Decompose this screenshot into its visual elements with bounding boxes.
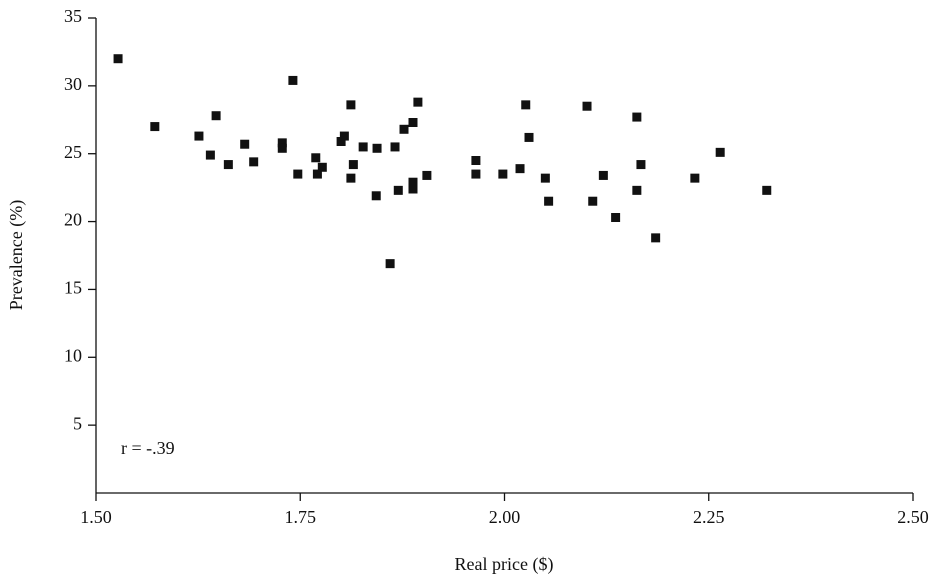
annotation: r = -.39 bbox=[121, 438, 175, 458]
point bbox=[339, 131, 349, 141]
point bbox=[277, 143, 287, 153]
y-axis-label: Prevalence (%) bbox=[6, 200, 27, 310]
x-tick-label: 1.75 bbox=[285, 507, 317, 527]
point bbox=[408, 118, 418, 127]
point bbox=[240, 139, 250, 149]
point bbox=[312, 169, 322, 179]
point bbox=[211, 111, 221, 121]
point bbox=[471, 169, 481, 179]
point bbox=[651, 233, 661, 243]
point bbox=[393, 185, 403, 195]
point bbox=[150, 122, 160, 132]
x-axis-label: Real price ($) bbox=[455, 554, 554, 575]
point bbox=[632, 185, 642, 195]
point bbox=[336, 137, 346, 146]
y-tick-label: 25 bbox=[64, 142, 82, 162]
point bbox=[311, 153, 321, 163]
point bbox=[348, 160, 358, 170]
point bbox=[588, 196, 598, 206]
point bbox=[715, 147, 725, 157]
point bbox=[408, 184, 418, 194]
y-tick-label: 5 bbox=[73, 413, 82, 433]
point bbox=[582, 101, 592, 111]
x-tick-label: 2.00 bbox=[489, 507, 521, 527]
point bbox=[371, 191, 381, 201]
y-tick-label: 20 bbox=[64, 210, 82, 230]
x-tick-label: 2.25 bbox=[693, 507, 725, 527]
point bbox=[471, 156, 481, 165]
point bbox=[422, 170, 432, 180]
point bbox=[521, 100, 531, 110]
point bbox=[288, 75, 298, 85]
point bbox=[540, 173, 550, 183]
point bbox=[498, 169, 508, 179]
y-tick-label: 15 bbox=[64, 278, 82, 298]
point bbox=[223, 160, 233, 170]
point bbox=[611, 213, 621, 222]
point bbox=[113, 54, 123, 64]
x-tick-label: 1.50 bbox=[80, 507, 112, 527]
point bbox=[194, 131, 204, 141]
y-tick-label: 10 bbox=[64, 345, 82, 365]
point bbox=[293, 169, 303, 179]
point bbox=[636, 160, 646, 170]
point bbox=[413, 97, 423, 107]
point bbox=[205, 150, 215, 160]
y-tick-label: 35 bbox=[64, 6, 82, 26]
x-tick-label: 2.50 bbox=[897, 507, 929, 527]
point bbox=[399, 124, 409, 134]
point bbox=[346, 100, 356, 110]
point bbox=[598, 170, 608, 180]
point bbox=[317, 162, 327, 172]
y-tick-label: 30 bbox=[64, 74, 82, 94]
point bbox=[385, 259, 395, 269]
point bbox=[515, 164, 525, 174]
point bbox=[762, 185, 772, 195]
point bbox=[544, 196, 554, 206]
point bbox=[372, 143, 382, 153]
point bbox=[346, 173, 356, 183]
point bbox=[358, 142, 368, 152]
point bbox=[390, 142, 400, 152]
point bbox=[277, 138, 287, 148]
point bbox=[408, 177, 418, 187]
point bbox=[632, 112, 642, 122]
point bbox=[249, 157, 259, 167]
point bbox=[524, 132, 534, 142]
point bbox=[690, 173, 700, 183]
